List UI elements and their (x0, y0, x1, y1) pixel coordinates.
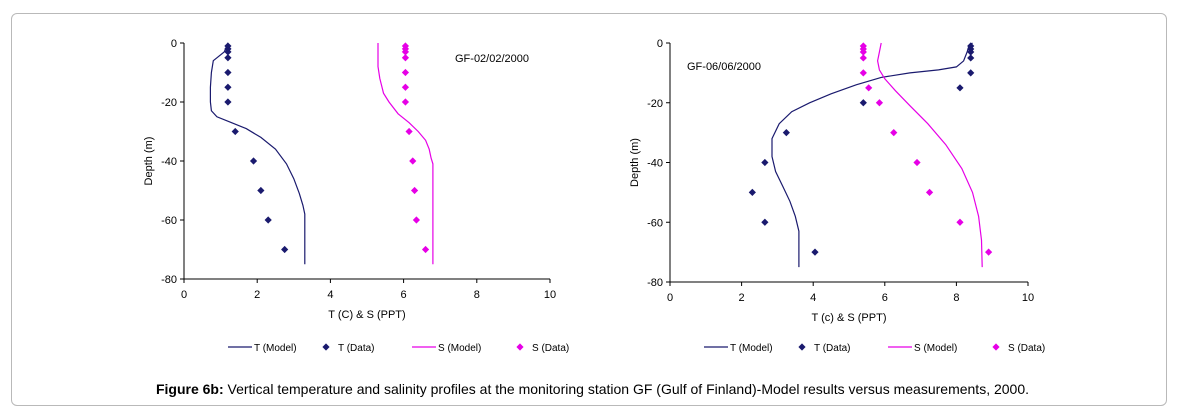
y-tick-label: -80 (161, 274, 177, 286)
x-tick-label: 0 (667, 292, 673, 304)
legend-marker-swatch (322, 343, 330, 351)
legend-marker-swatch (516, 343, 524, 351)
data-point (761, 158, 769, 167)
legend-label: T (Model) (254, 343, 297, 354)
chart-left: 0 -20 -40 -60 -80 0 2 4 6 8 10 Depth (m) T (C) & S (… (143, 38, 569, 354)
x-tick-label: 0 (181, 289, 187, 301)
x-tick-label: 2 (254, 289, 260, 301)
data-point (224, 54, 232, 62)
data-point (890, 129, 898, 137)
y-tick-label: -20 (161, 97, 177, 109)
data-point (412, 216, 421, 224)
data-point (410, 186, 419, 195)
data-point (264, 216, 272, 224)
caption-label: Figure 6b: (155, 381, 224, 397)
chart-title: GF-02/02/2000 (455, 53, 529, 65)
data-point (405, 127, 413, 136)
series-line (209, 42, 306, 265)
legend-label: T (Data) (814, 343, 851, 354)
data-point (401, 83, 410, 91)
legend-label: T (Model) (730, 343, 773, 354)
y-axis-label: Depth (m) (629, 138, 641, 187)
data-point (859, 54, 867, 62)
y-tick-label: -40 (647, 158, 663, 170)
data-point (967, 48, 975, 56)
data-point (875, 99, 884, 107)
figure-frame (11, 13, 1167, 406)
data-point (865, 84, 873, 92)
data-point (224, 68, 232, 77)
series-line (771, 42, 973, 268)
legend-label: S (Data) (1008, 343, 1045, 354)
data-point (281, 245, 289, 254)
series-line (876, 42, 983, 268)
data-point (224, 48, 232, 56)
data-point (956, 84, 964, 92)
legend-marker-swatch (798, 343, 806, 351)
data-point (859, 48, 867, 56)
data-point (925, 188, 934, 196)
data-point (231, 127, 239, 136)
y-tick-label: -40 (161, 156, 177, 168)
x-axis-label: T (c) & S (PPT) (812, 312, 887, 324)
x-tick-label: 4 (810, 292, 816, 304)
y-tick-label: 0 (657, 38, 663, 50)
data-point (249, 157, 258, 165)
chart-title: GF-06/06/2000 (687, 61, 761, 73)
y-axis-label: Depth (m) (143, 137, 155, 186)
data-point (409, 157, 417, 165)
data-point (811, 248, 819, 256)
figure-caption: Figure 6b: Vertical temperature and sali… (0, 381, 1185, 397)
legend-label: S (Model) (914, 343, 957, 354)
y-tick-label: -60 (647, 217, 663, 229)
data-point (967, 54, 975, 62)
x-tick-label: 6 (401, 289, 407, 301)
data-point (913, 158, 921, 167)
data-point (782, 129, 790, 137)
y-tick-label: 0 (171, 38, 177, 50)
data-point (748, 188, 756, 196)
data-point (401, 54, 410, 62)
caption-text: Vertical temperature and salinity profil… (223, 381, 1030, 397)
x-tick-label: 4 (327, 289, 333, 301)
data-point (401, 98, 410, 106)
legend-marker-swatch (992, 343, 1000, 351)
legend-label: S (Data) (532, 343, 569, 354)
x-tick-label: 6 (882, 292, 888, 304)
series-line (377, 43, 434, 265)
data-point (761, 218, 769, 226)
data-point (401, 68, 410, 77)
y-tick-label: -20 (647, 98, 663, 110)
y-tick-label: -80 (647, 277, 663, 289)
data-point (401, 48, 410, 56)
data-point (967, 69, 975, 77)
x-tick-label: 8 (474, 289, 480, 301)
x-tick-label: 10 (1022, 292, 1034, 304)
data-point (224, 98, 232, 106)
data-point (421, 245, 430, 254)
data-point (859, 99, 867, 107)
data-point (224, 83, 232, 91)
data-point (257, 186, 265, 195)
x-tick-label: 2 (739, 292, 745, 304)
x-tick-label: 10 (544, 289, 556, 301)
data-point (985, 248, 993, 256)
legend-label: S (Model) (438, 343, 481, 354)
x-tick-label: 8 (953, 292, 959, 304)
legend-label: T (Data) (338, 343, 375, 354)
data-point (956, 218, 964, 226)
data-point (859, 69, 867, 77)
chart-right: 0 -20 -40 -60 -80 0 2 4 6 8 10 Depth (m) T (c) & S (… (629, 38, 1045, 354)
x-axis-label: T (C) & S (PPT) (328, 309, 405, 321)
y-tick-label: -60 (161, 215, 177, 227)
